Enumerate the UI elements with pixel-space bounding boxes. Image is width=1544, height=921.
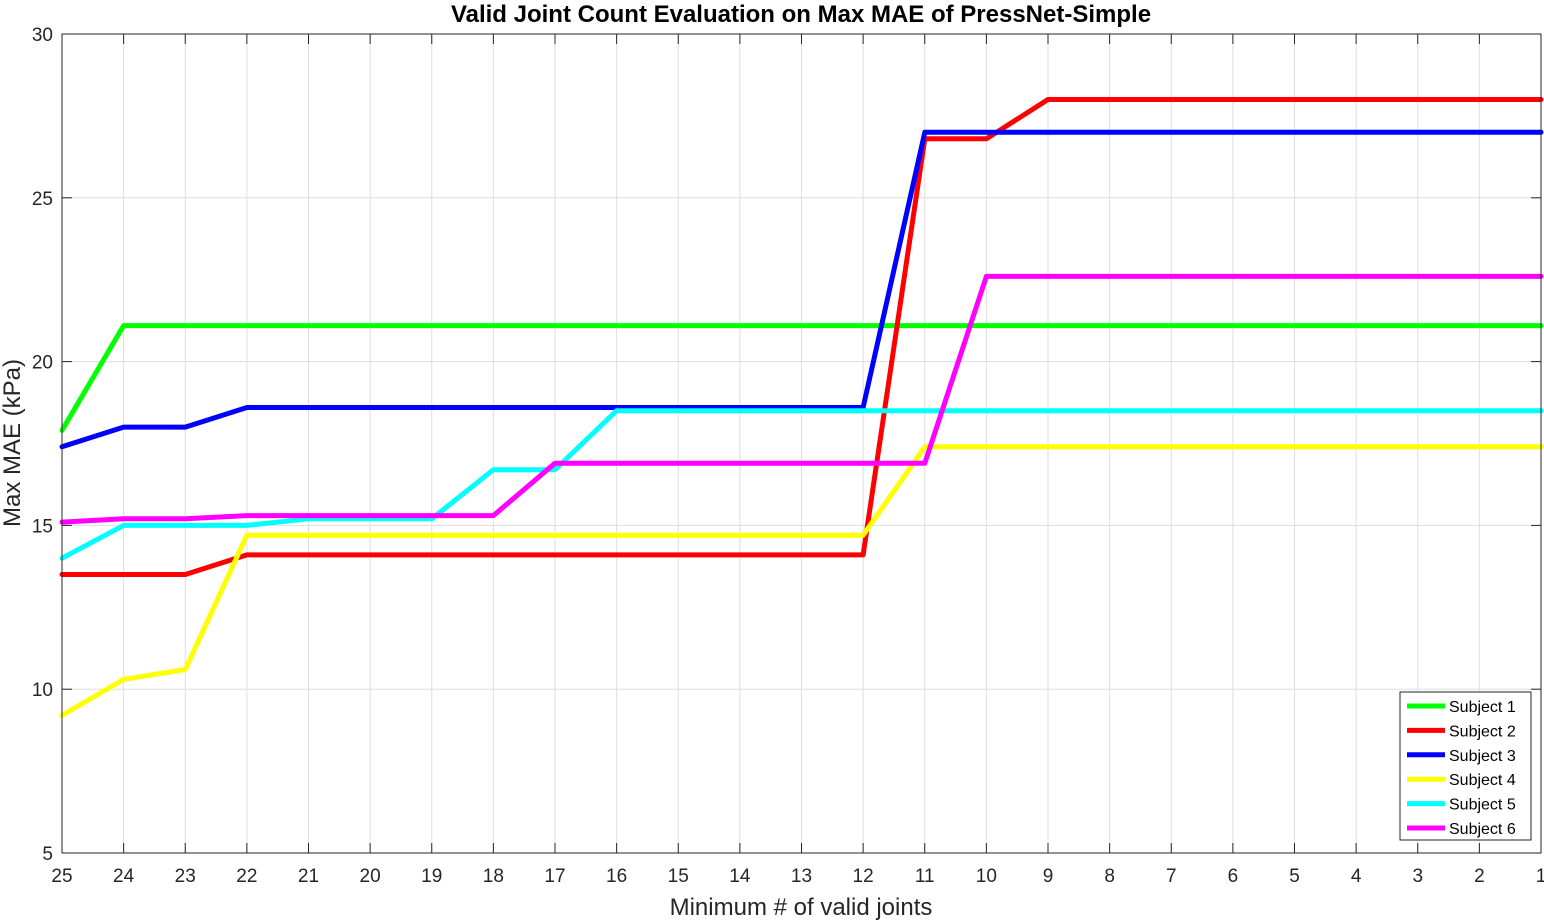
legend: Subject 1 Subject 2 Subject 3 Subject 4 Subj… — [1399, 691, 1532, 841]
legend-label-subject-5: Subject 5 — [1449, 797, 1516, 814]
y-axis-label: Max MAE (kPa) — [0, 359, 26, 527]
x-tick-label: 25 — [51, 866, 72, 887]
series-line-subject-1 — [59, 323, 1544, 433]
y-tick-label: 10 — [32, 680, 53, 701]
x-tick-label: 15 — [668, 866, 689, 887]
legend-label-subject-3: Subject 3 — [1449, 748, 1516, 765]
y-tick-label: 20 — [32, 353, 53, 374]
x-tick-label: 4 — [1351, 866, 1362, 887]
legend-label-subject-6: Subject 6 — [1449, 821, 1516, 838]
y-tick-label: 25 — [32, 189, 53, 210]
y-tick-label: 15 — [32, 516, 53, 537]
x-tick-label: 10 — [976, 866, 997, 887]
x-tick-label: 18 — [483, 866, 504, 887]
series-line-subject-2 — [59, 97, 1544, 577]
series-line-subject-4 — [59, 444, 1544, 718]
x-tick-label: 1 — [1536, 866, 1544, 887]
x-tick-label: 22 — [236, 866, 257, 887]
series-line-subject-6 — [59, 273, 1544, 525]
x-axis-label: Minimum # of valid joints — [670, 894, 933, 921]
y-tick-label: 30 — [32, 25, 53, 46]
x-tick-label: 8 — [1104, 866, 1115, 887]
x-tick-label: 23 — [175, 866, 196, 887]
y-tick-label: 5 — [42, 844, 53, 865]
x-tick-label: 7 — [1166, 866, 1177, 887]
x-tick-label: 12 — [853, 866, 874, 887]
x-axis: 25 24 23 22 21 20 19 18 17 16 15 14 13 12 11 10 9 8 7 6 5 4 3 2… — [51, 34, 1544, 887]
series-line-subject-3 — [59, 129, 1544, 450]
x-tick-label: 2 — [1474, 866, 1485, 887]
x-tick-label: 3 — [1412, 866, 1423, 887]
x-tick-label: 19 — [421, 866, 442, 887]
x-tick-label: 6 — [1228, 866, 1239, 887]
x-tick-label: 16 — [606, 866, 627, 887]
x-tick-label: 20 — [360, 866, 381, 887]
x-tick-label: 17 — [544, 866, 565, 887]
y-axis: 5 10 15 20 25 30 — [32, 25, 1541, 865]
legend-label-subject-1: Subject 1 — [1449, 699, 1516, 716]
chart-title: Valid Joint Count Evaluation on Max MAE … — [451, 1, 1151, 28]
x-tick-label: 14 — [729, 866, 751, 887]
legend-box — [1399, 691, 1532, 841]
x-tick-label: 5 — [1289, 866, 1300, 887]
series-lines — [59, 97, 1544, 718]
legend-label-subject-4: Subject 4 — [1449, 772, 1516, 789]
x-tick-label: 24 — [113, 866, 135, 887]
x-tick-label: 11 — [915, 866, 935, 887]
x-tick-label: 13 — [791, 866, 812, 887]
x-tick-label: 21 — [298, 866, 319, 887]
series-line-subject-5 — [59, 408, 1544, 561]
x-tick-label: 9 — [1043, 866, 1054, 887]
legend-label-subject-2: Subject 2 — [1449, 723, 1516, 740]
